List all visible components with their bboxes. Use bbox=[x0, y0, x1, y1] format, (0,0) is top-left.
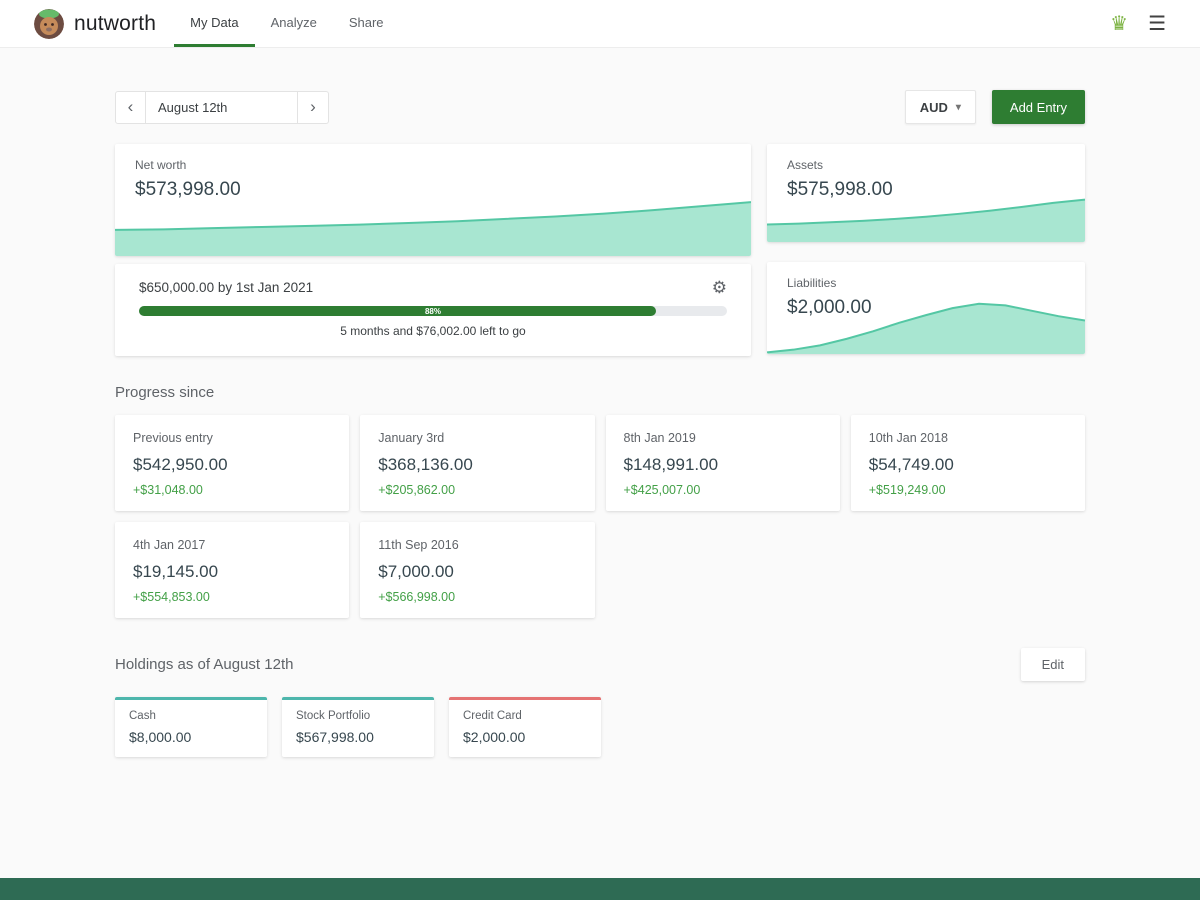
goal-progress-fill bbox=[139, 306, 657, 316]
holding-value: $8,000.00 bbox=[129, 729, 192, 745]
progress-entry-previous: Previous entry $542,950.00 +$31,048.00 bbox=[115, 415, 350, 511]
entry-delta: +$31,048.00 bbox=[133, 483, 203, 497]
date-field[interactable]: August 12th bbox=[146, 90, 298, 124]
prev-date-button[interactable]: ‹ bbox=[115, 90, 146, 124]
controls-row: ‹ August 12th › AUD ▾ Add Entry bbox=[115, 90, 1085, 124]
summary-grid: Net worth $573,998.00 $650,000.00 by 1st… bbox=[115, 144, 1085, 356]
goal-remaining-text: 5 months and $76,002.00 left to go bbox=[340, 324, 526, 338]
brand-name: nutworth bbox=[74, 11, 157, 35]
brand-wrap: nutworth bbox=[34, 0, 156, 47]
liabilities-label: Liabilities bbox=[787, 276, 837, 290]
main-content: ‹ August 12th › AUD ▾ Add Entry Net wort… bbox=[115, 48, 1085, 757]
entry-date-label: Previous entry bbox=[133, 431, 213, 445]
entry-date-label: January 3rd bbox=[378, 431, 445, 445]
goal-card: $650,000.00 by 1st Jan 2021 ⚙ 88% 5 mont… bbox=[115, 264, 751, 356]
entry-value: $19,145.00 bbox=[133, 562, 219, 581]
progress-entry-11th-sep-2016: 11th Sep 2016 $7,000.00 +$566,998.00 bbox=[360, 522, 595, 618]
entry-value: $7,000.00 bbox=[378, 562, 454, 581]
entry-date-label: 8th Jan 2019 bbox=[623, 431, 696, 445]
menu-icon[interactable]: ☰ bbox=[1148, 12, 1166, 35]
nav-tab-my-data[interactable]: My Data bbox=[174, 0, 255, 47]
app-header: nutworth My Data Analyze Share ♛ ☰ bbox=[0, 0, 1200, 48]
add-entry-button[interactable]: Add Entry bbox=[991, 90, 1085, 124]
summary-left-column: Net worth $573,998.00 $650,000.00 by 1st… bbox=[115, 144, 751, 356]
entry-date-label: 10th Jan 2018 bbox=[868, 431, 948, 445]
entry-delta: +$566,998.00 bbox=[378, 590, 456, 604]
footer-bar bbox=[0, 878, 1200, 900]
assets-label: Assets bbox=[787, 158, 824, 172]
entry-value: $148,991.00 bbox=[623, 455, 719, 474]
chevron-right-icon: › bbox=[310, 97, 316, 116]
holding-card-stock-portfolio: Stock Portfolio $567,998.00 bbox=[282, 697, 434, 757]
date-navigator: ‹ August 12th › bbox=[115, 90, 329, 124]
nav-tab-share[interactable]: Share bbox=[348, 14, 384, 30]
net-worth-sparkline bbox=[115, 198, 751, 256]
entry-value: $54,749.00 bbox=[868, 455, 954, 474]
liabilities-value: $2,000.00 bbox=[787, 297, 872, 318]
progress-since-heading: Progress since bbox=[115, 384, 215, 401]
entry-delta: +$425,007.00 bbox=[623, 483, 701, 497]
assets-card: Assets $575,998.00 bbox=[767, 144, 1085, 242]
nav-tab-analyze[interactable]: Analyze bbox=[270, 14, 317, 30]
crown-icon[interactable]: ♛ bbox=[1110, 12, 1129, 35]
net-worth-card: Net worth $573,998.00 bbox=[115, 144, 751, 256]
chevron-left-icon: ‹ bbox=[127, 97, 134, 116]
holding-label: Credit Card bbox=[463, 710, 522, 722]
progress-entry-4th-jan-2017: 4th Jan 2017 $19,145.00 +$554,853.00 bbox=[115, 522, 350, 618]
next-date-button[interactable]: › bbox=[298, 90, 329, 124]
holdings-row: Cash $8,000.00 Stock Portfolio $567,998.… bbox=[115, 697, 1085, 757]
progress-entries-grid: Previous entry $542,950.00 +$31,048.00 J… bbox=[115, 415, 1085, 618]
goal-progress-bar: 88% bbox=[139, 306, 727, 316]
entry-value: $368,136.00 bbox=[378, 455, 473, 474]
entry-date-label: 11th Sep 2016 bbox=[378, 538, 459, 552]
net-worth-label: Net worth bbox=[135, 158, 187, 172]
liabilities-card: Liabilities $2,000.00 bbox=[767, 262, 1085, 354]
assets-sparkline bbox=[767, 196, 1085, 242]
holding-value: $567,998.00 bbox=[296, 729, 374, 745]
chevron-down-icon: ▾ bbox=[955, 101, 961, 113]
entry-date-label: 4th Jan 2017 bbox=[133, 538, 206, 552]
holding-label: Stock Portfolio bbox=[296, 710, 371, 722]
main-nav: My Data Analyze Share bbox=[174, 0, 399, 47]
holding-value: $2,000.00 bbox=[463, 729, 526, 745]
net-worth-value: $573,998.00 bbox=[135, 179, 241, 200]
holdings-heading: Holdings as of August 12th bbox=[115, 656, 294, 673]
edit-holdings-button[interactable]: Edit bbox=[1020, 648, 1085, 681]
currency-value: AUD bbox=[919, 99, 948, 115]
header-actions: ♛ ☰ bbox=[1110, 0, 1166, 47]
holding-card-cash: Cash $8,000.00 bbox=[115, 697, 267, 757]
currency-dropdown[interactable]: AUD ▾ bbox=[904, 90, 976, 124]
goal-title: $650,000.00 by 1st Jan 2021 bbox=[139, 280, 314, 295]
controls-right: AUD ▾ Add Entry bbox=[904, 90, 1085, 124]
entry-value: $542,950.00 bbox=[133, 455, 228, 474]
progress-entry-8th-jan-2019: 8th Jan 2019 $148,991.00 +$425,007.00 bbox=[605, 415, 840, 511]
holdings-header: Holdings as of August 12th Edit bbox=[115, 648, 1085, 681]
holding-card-credit-card: Credit Card $2,000.00 bbox=[449, 697, 601, 757]
squirrel-logo-icon[interactable] bbox=[34, 8, 64, 39]
entry-delta: +$554,853.00 bbox=[133, 590, 210, 604]
assets-value: $575,998.00 bbox=[787, 179, 893, 200]
holding-label: Cash bbox=[129, 710, 156, 722]
summary-right-column: Assets $575,998.00 Liabilities $2,000.00 bbox=[767, 144, 1085, 356]
progress-entry-10th-jan-2018: 10th Jan 2018 $54,749.00 +$519,249.00 bbox=[850, 415, 1085, 511]
entry-delta: +$205,862.00 bbox=[378, 483, 456, 497]
entry-delta: +$519,249.00 bbox=[868, 483, 946, 497]
progress-entry-jan-3rd: January 3rd $368,136.00 +$205,862.00 bbox=[360, 415, 595, 511]
gear-icon[interactable]: ⚙ bbox=[711, 278, 727, 297]
goal-progress-percent: 88% bbox=[424, 306, 441, 316]
liabilities-sparkline bbox=[767, 300, 1085, 354]
